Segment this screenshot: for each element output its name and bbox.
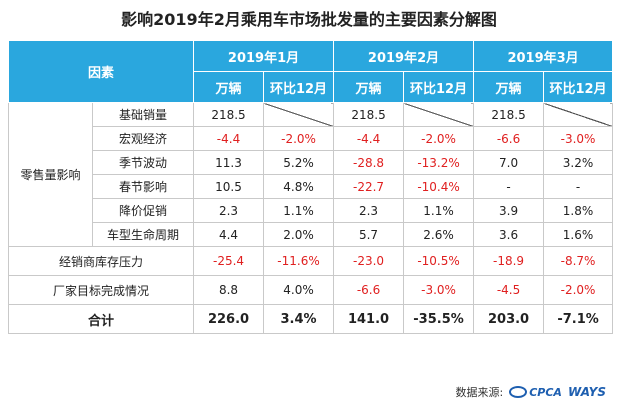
table-cell: -10.4% xyxy=(403,174,475,199)
header-unit: 万辆 xyxy=(333,71,405,103)
table-row: 春节影响 10.5 4.8% -22.7 -10.4% - - xyxy=(9,174,614,199)
table-cell: -2.0% xyxy=(403,126,475,151)
row-label: 基础销量 xyxy=(91,102,195,127)
row-label: 厂家目标完成情况 xyxy=(7,275,195,305)
table-cell: -10.5% xyxy=(403,246,475,276)
table-cell: 1.8% xyxy=(543,198,614,223)
total-cell: 141.0 xyxy=(333,304,405,334)
table-cell: 4.0% xyxy=(263,275,335,305)
table-cell: -13.2% xyxy=(403,150,475,175)
table-cell: 3.2% xyxy=(543,150,614,175)
data-source: 数据来源: CPCA WAYS xyxy=(455,384,606,400)
source-label: 数据来源: xyxy=(455,386,504,399)
row-label: 季节波动 xyxy=(91,150,195,175)
cpca-mark-icon xyxy=(509,386,528,398)
total-cell: -7.1% xyxy=(543,304,614,334)
table-cell: -3.0% xyxy=(403,275,475,305)
row-label: 车型生命周期 xyxy=(91,222,195,247)
header-unit: 万辆 xyxy=(473,71,545,103)
table-cell: -8.7% xyxy=(543,246,614,276)
header-month-2: 2019年2月 xyxy=(333,40,475,72)
table-cell: -3.0% xyxy=(543,126,614,151)
table-cell: 7.0 xyxy=(473,150,545,175)
table-cell: 2.0% xyxy=(263,222,335,247)
table-cell: -18.9 xyxy=(473,246,545,276)
table-cell: 3.6 xyxy=(473,222,545,247)
total-label: 合计 xyxy=(7,304,195,334)
header-factor: 因素 xyxy=(7,40,195,103)
table-cell: 4.4 xyxy=(193,222,265,247)
row-label: 降价促销 xyxy=(91,198,195,223)
total-row: 合计 226.0 3.4% 141.0 -35.5% 203.0 -7.1% xyxy=(7,304,614,334)
table-cell: 8.8 xyxy=(193,275,265,305)
table-cell: 2.3 xyxy=(333,198,405,223)
ways-logo: WAYS xyxy=(567,385,606,399)
table-row: 经销商库存压力 -25.4 -11.6% -23.0 -10.5% -18.9 -8.7% xyxy=(7,246,614,276)
table-cell: -6.6 xyxy=(473,126,545,151)
table-cell: 5.7 xyxy=(333,222,405,247)
table-cell: -4.5 xyxy=(473,275,545,305)
table-cell: -2.0% xyxy=(543,275,614,305)
table-row: 车型生命周期 4.4 2.0% 5.7 2.6% 3.6 1.6% xyxy=(9,222,614,247)
table-cell: 2.3 xyxy=(193,198,265,223)
page-title: 影响2019年2月乘用车市场批发量的主要因素分解图 xyxy=(121,10,497,29)
row-label: 经销商库存压力 xyxy=(7,246,195,276)
cpca-logo-text: CPCA xyxy=(529,385,562,399)
total-cell: 203.0 xyxy=(473,304,545,334)
empty-diagonal-cell xyxy=(403,102,475,127)
header-month-1: 2019年1月 xyxy=(193,40,335,72)
table-cell: 3.9 xyxy=(473,198,545,223)
total-cell: 226.0 xyxy=(193,304,265,334)
table-cell: 5.2% xyxy=(263,150,335,175)
table-cell: 218.5 xyxy=(473,102,545,127)
factor-table: 因素 2019年1月 2019年2月 2019年3月 万辆 环比12月 万辆 环… xyxy=(7,40,614,334)
table-cell: 1.1% xyxy=(263,198,335,223)
table-cell: -4.4 xyxy=(333,126,405,151)
table-cell: -6.6 xyxy=(333,275,405,305)
header-mom: 环比12月 xyxy=(263,71,335,103)
table-cell: -4.4 xyxy=(193,126,265,151)
table-row: 零售量影响 基础销量 218.5 218.5 218.5 xyxy=(8,102,614,247)
table-cell: - xyxy=(473,174,545,199)
table-row: 宏观经济 -4.4 -2.0% -4.4 -2.0% -6.6 -3.0% xyxy=(9,126,614,151)
table-row: 厂家目标完成情况 8.8 4.0% -6.6 -3.0% -4.5 -2.0% xyxy=(7,275,614,305)
table-cell: 4.8% xyxy=(263,174,335,199)
table-cell: 218.5 xyxy=(333,102,405,127)
table-cell: -23.0 xyxy=(333,246,405,276)
row-label: 春节影响 xyxy=(91,174,195,199)
table-cell: 1.6% xyxy=(543,222,614,247)
table-cell: 11.3 xyxy=(193,150,265,175)
total-cell: -35.5% xyxy=(403,304,475,334)
table-cell: -22.7 xyxy=(333,174,405,199)
table-row: 季节波动 11.3 5.2% -28.8 -13.2% 7.0 3.2% xyxy=(9,150,614,175)
header-unit: 万辆 xyxy=(193,71,265,103)
table-cell: 10.5 xyxy=(193,174,265,199)
header-mom: 环比12月 xyxy=(543,71,614,103)
empty-diagonal-cell xyxy=(263,102,335,127)
table-cell: -2.0% xyxy=(263,126,335,151)
cpca-logo: CPCA xyxy=(509,386,562,399)
empty-diagonal-cell xyxy=(543,102,614,127)
table-cell: 218.5 xyxy=(193,102,265,127)
header-mom: 环比12月 xyxy=(403,71,475,103)
table-cell: - xyxy=(543,174,614,199)
table-cell: -11.6% xyxy=(263,246,335,276)
group-label: 零售量影响 xyxy=(8,102,93,247)
total-cell: 3.4% xyxy=(263,304,335,334)
row-label: 宏观经济 xyxy=(91,126,195,151)
table-cell: -28.8 xyxy=(333,150,405,175)
header-month-3: 2019年3月 xyxy=(473,40,614,72)
table-cell: 2.6% xyxy=(403,222,475,247)
table-cell: -25.4 xyxy=(193,246,265,276)
table-cell: 1.1% xyxy=(403,198,475,223)
table-row: 降价促销 2.3 1.1% 2.3 1.1% 3.9 1.8% xyxy=(9,198,614,223)
